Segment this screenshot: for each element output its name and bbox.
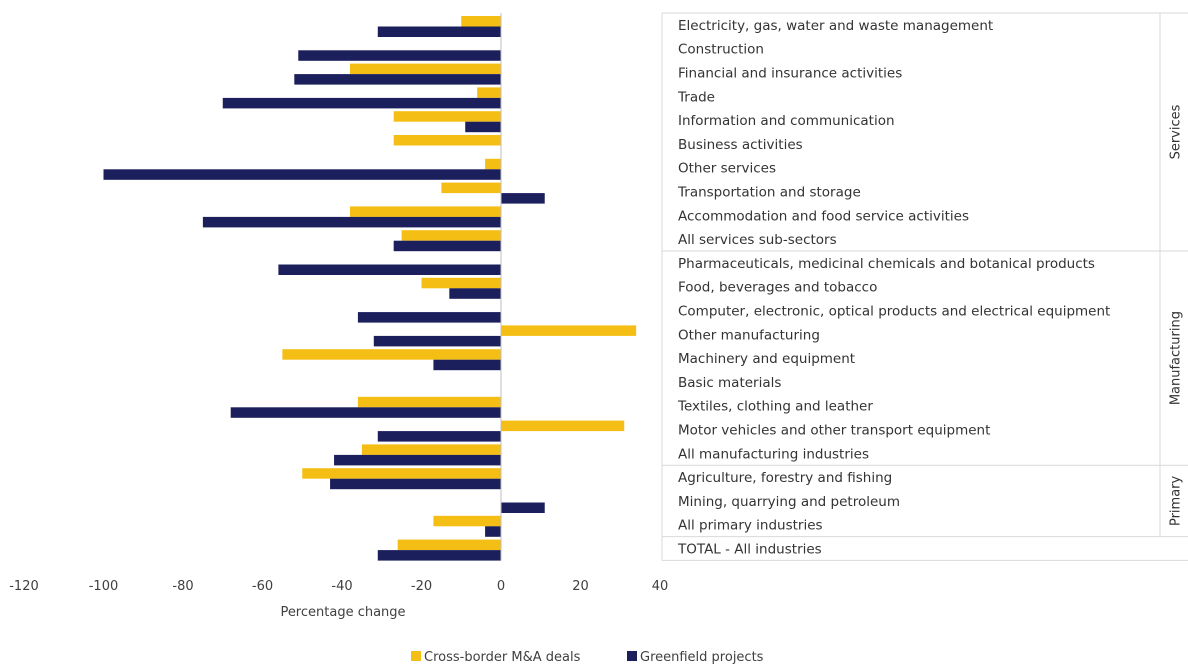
legend-label: Greenfield projects (640, 650, 764, 665)
category-label: Accommodation and food service activitie… (678, 208, 969, 224)
x-axis: -120 -100 -80 -60 -40 -20 0 20 40 (9, 579, 668, 594)
legend: Cross-border M&A deals Greenfield project… (411, 650, 764, 665)
category-label: Agriculture, forestry and fishing (678, 470, 892, 486)
category-label: Motor vehicles and other transport equip… (678, 423, 990, 439)
bar-cross-border-ma (393, 111, 501, 122)
legend-swatch-cross-border-ma (411, 651, 421, 661)
bar-greenfield (485, 526, 501, 537)
bar-cross-border-ma (461, 16, 501, 27)
bar-cross-border-ma (433, 515, 501, 527)
x-axis-title: Percentage change (280, 605, 405, 620)
legend-swatch-greenfield (627, 651, 637, 661)
x-tick-label: -20 (411, 579, 432, 594)
bar-cross-border-ma (421, 277, 501, 289)
x-tick-label: 40 (652, 579, 669, 594)
bar-cross-border-ma (485, 158, 501, 170)
bar-cross-border-ma (357, 396, 501, 408)
category-label: All services sub-sectors (678, 232, 837, 248)
bar-greenfield (334, 454, 501, 466)
group-label: Primary (1169, 475, 1184, 526)
category-label: Textiles, clothing and leather (677, 399, 873, 415)
bar-cross-border-ma (349, 206, 501, 217)
category-label: Food, beverages and tobacco (678, 280, 877, 296)
category-label: All primary industries (678, 518, 823, 534)
legend-label: Cross-border M&A deals (424, 650, 581, 665)
bar-greenfield (103, 169, 501, 180)
x-tick-label: -100 (89, 579, 119, 594)
bar-greenfield (373, 335, 501, 347)
group-label: Manufacturing (1169, 311, 1184, 405)
x-tick-label: -120 (9, 579, 39, 594)
category-label: All manufacturing industries (678, 446, 869, 462)
x-tick-label: -80 (172, 579, 193, 594)
bar-greenfield (294, 74, 501, 85)
bar-cross-border-ma (393, 135, 501, 146)
category-label: Construction (678, 42, 764, 58)
category-label: Financial and insurance activities (678, 66, 902, 82)
category-label: Other manufacturing (678, 327, 820, 343)
group-label: Services (1169, 104, 1184, 159)
bar-cross-border-ma (349, 63, 501, 75)
category-label: Pharmaceuticals, medicinal chemicals and… (678, 256, 1095, 272)
category-label: Information and communication (678, 113, 895, 129)
bar-greenfield (377, 431, 501, 442)
bar-greenfield (222, 97, 501, 109)
category-label: Business activities (678, 137, 803, 153)
bar-greenfield (202, 216, 501, 228)
x-tick-label: 20 (572, 579, 589, 594)
category-label: Trade (677, 89, 715, 105)
category-label: Basic materials (678, 375, 781, 391)
bar-greenfield (278, 264, 501, 275)
x-tick-label: 0 (497, 579, 505, 594)
bar-cross-border-ma (501, 325, 637, 336)
bar-greenfield (393, 240, 501, 252)
bar-greenfield (298, 50, 501, 61)
bar-greenfield (330, 478, 501, 490)
bar-cross-border-ma (361, 444, 501, 455)
bar-greenfield (230, 407, 501, 418)
plot-area (103, 13, 637, 561)
bar-greenfield (449, 288, 501, 299)
bar-greenfield (377, 550, 501, 561)
bar-cross-border-ma (282, 349, 501, 360)
category-table: Services Manufacturing Primary Electricity,… (661, 12, 1188, 561)
x-tick-label: -60 (252, 579, 273, 594)
bar-greenfield (433, 359, 501, 371)
bar-cross-border-ma (401, 230, 501, 241)
bar-cross-border-ma (477, 87, 501, 98)
category-label: Electricity, gas, water and waste manage… (678, 18, 993, 34)
bar-greenfield (465, 121, 501, 133)
category-label: Other services (678, 161, 776, 177)
bar-cross-border-ma (397, 539, 501, 551)
bar-greenfield (501, 502, 545, 513)
category-label: Mining, quarrying and petroleum (678, 494, 900, 510)
category-label: Transportation and storage (677, 185, 861, 201)
bar-cross-border-ma (501, 420, 625, 432)
bar-greenfield (501, 193, 545, 204)
bar-cross-border-ma (302, 468, 501, 479)
category-label: TOTAL - All industries (677, 542, 822, 558)
bar-greenfield (357, 312, 501, 323)
category-label: Machinery and equipment (678, 351, 855, 367)
x-tick-label: -40 (331, 579, 352, 594)
bar-cross-border-ma (441, 182, 501, 194)
category-label: Computer, electronic, optical products a… (678, 304, 1110, 320)
bar-greenfield (377, 26, 501, 37)
